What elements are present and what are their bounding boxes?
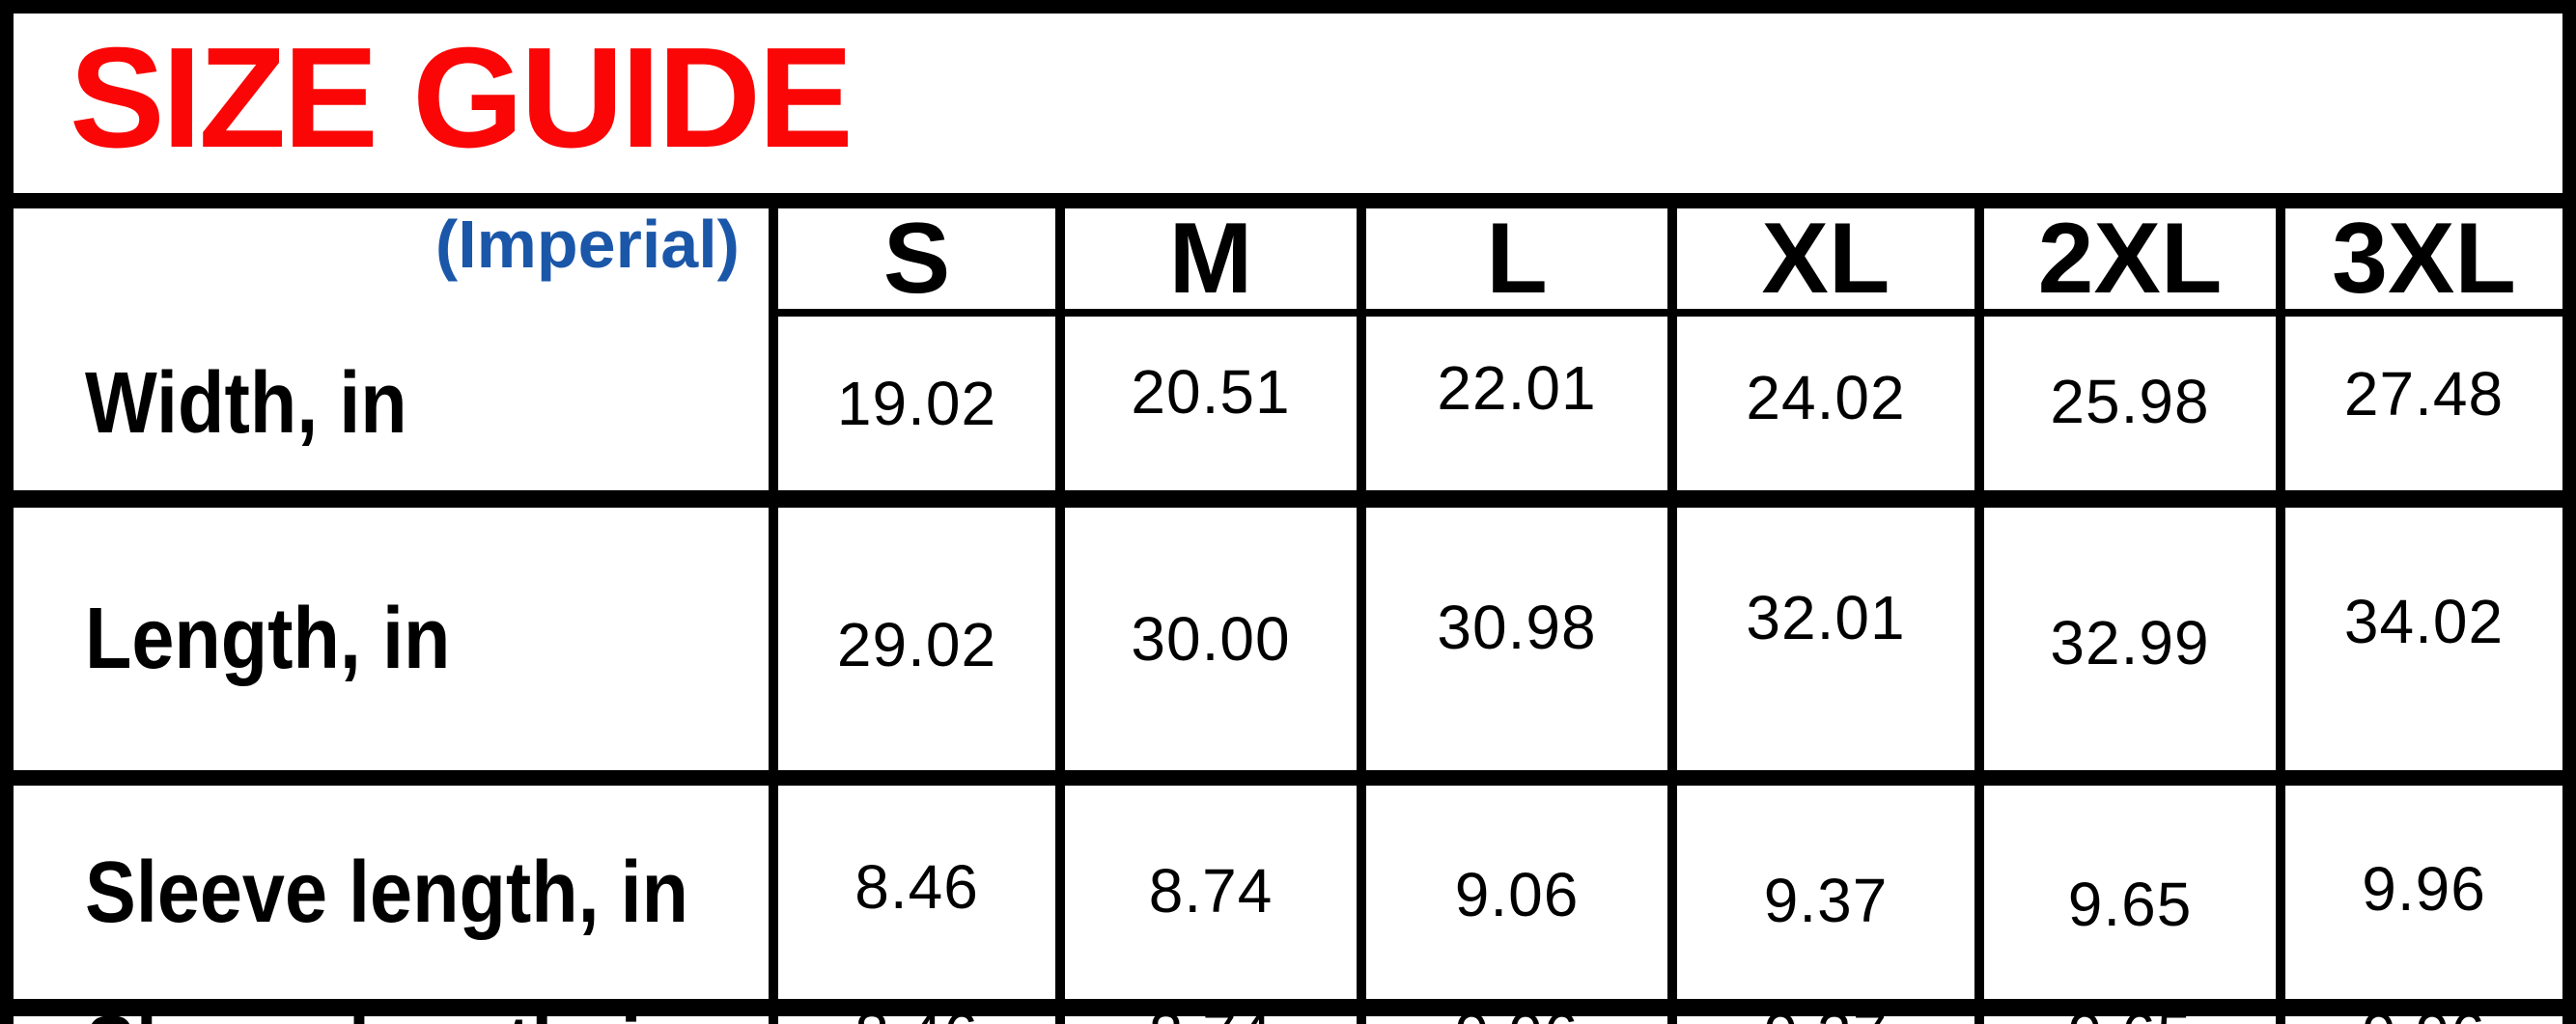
- table-cell-sleeve-2xl: 9.65: [1984, 786, 2276, 999]
- table-cell-sleeve-s: 8.46: [778, 786, 1055, 999]
- table-cell-width-s: 19.02: [778, 317, 1055, 490]
- label-column-head-cell: (Imperial) Width, in: [14, 208, 769, 490]
- row-label-clipped: Sleeve length, in: [14, 1004, 769, 1024]
- table-cell-clipped-l: 9.06: [1366, 1004, 1667, 1024]
- page-title: SIZE GUIDE: [70, 18, 854, 178]
- table-cell-sleeve-m: 8.74: [1065, 786, 1357, 999]
- col-header-m: M: [1065, 208, 1357, 309]
- table-cell-clipped-m: 8.74: [1065, 1004, 1357, 1024]
- table-cell-width-2xl: 25.98: [1984, 317, 2276, 490]
- table-cell-length-s: 29.02: [778, 508, 1055, 770]
- table-cell-length-xl: 32.01: [1677, 508, 1974, 770]
- size-table: (Imperial) Width, in S M L XL 2XL 3XL 19…: [14, 208, 2562, 1024]
- col-header-s: S: [778, 208, 1055, 309]
- table-cell-length-3xl: 34.02: [2285, 508, 2562, 770]
- col-header-3xl: 3XL: [2285, 208, 2562, 309]
- table-cell-sleeve-xl: 9.37: [1677, 786, 1974, 999]
- table-cell-width-3xl: 27.48: [2285, 317, 2562, 490]
- table-cell-length-m: 30.00: [1065, 508, 1357, 770]
- table-cell-clipped-s: 8.46: [778, 1004, 1055, 1024]
- table-cell-length-l: 30.98: [1366, 508, 1667, 770]
- table-cell-sleeve-l: 9.06: [1366, 786, 1667, 999]
- table-cell-length-2xl: 32.99: [1984, 508, 2276, 770]
- table-cell-sleeve-3xl: 9.96: [2285, 786, 2562, 999]
- row-label-sleeve-length: Sleeve length, in: [14, 786, 769, 999]
- col-header-xl: XL: [1677, 208, 1974, 309]
- table-cell-clipped-3xl: 9.96: [2285, 1004, 2562, 1024]
- col-header-2xl: 2XL: [1984, 208, 2276, 309]
- row-label-length: Length, in: [14, 508, 769, 770]
- row-label-width: Width, in: [85, 355, 407, 452]
- col-header-l: L: [1366, 208, 1667, 309]
- table-cell-width-m: 20.51: [1065, 317, 1357, 490]
- unit-system-label: (Imperial): [434, 207, 740, 282]
- table-cell-clipped-xl: 9.37: [1677, 1004, 1974, 1024]
- title-bar: SIZE GUIDE: [14, 14, 2562, 193]
- table-cell-width-l: 22.01: [1366, 317, 1667, 490]
- table-cell-clipped-2xl: 9.65: [1984, 1004, 2276, 1024]
- table-cell-width-xl: 24.02: [1677, 317, 1974, 490]
